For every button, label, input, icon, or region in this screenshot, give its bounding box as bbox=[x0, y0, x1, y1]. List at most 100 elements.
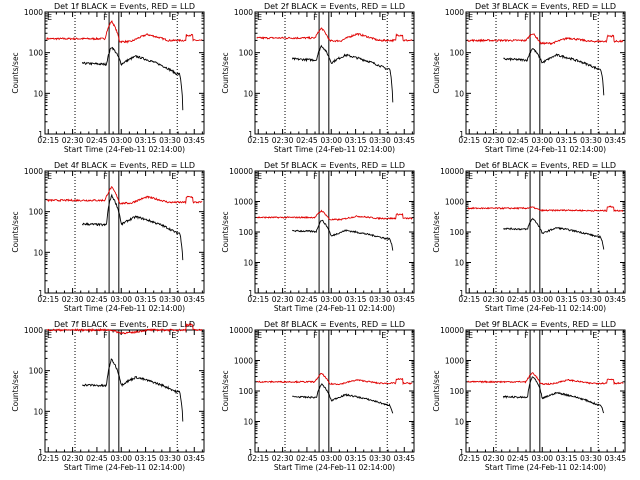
y-axis-label: Counts/sec bbox=[11, 370, 20, 411]
x-axis-label: Start Time (24-Feb-11 02:14:00) bbox=[485, 304, 606, 313]
y-tick-label: 100 bbox=[29, 367, 44, 376]
x-tick-label: 02:45 bbox=[507, 454, 529, 463]
y-axis-label: Counts/sec bbox=[432, 211, 441, 252]
y-tick-label: 1000 bbox=[24, 167, 43, 176]
x-tick-label: 03:15 bbox=[345, 295, 367, 304]
plot-frame bbox=[254, 170, 415, 294]
time-marker-label: E bbox=[592, 172, 597, 181]
x-tick-label: 03:30 bbox=[369, 136, 391, 145]
y-tick-label: 10 bbox=[243, 259, 253, 268]
events-series-line bbox=[502, 376, 605, 414]
x-tick-label: 03:15 bbox=[556, 295, 578, 304]
time-marker-label: E bbox=[468, 13, 473, 22]
x-tick-label: 02:15 bbox=[247, 454, 269, 463]
y-tick-label: 1 bbox=[38, 448, 43, 457]
y-tick-label: 10000 bbox=[440, 167, 464, 176]
y-tick-label: 100 bbox=[239, 228, 254, 237]
x-tick-label: 02:45 bbox=[296, 295, 318, 304]
y-tick-label: 1 bbox=[248, 448, 253, 457]
events-series-line bbox=[82, 358, 184, 422]
detector-panel-2: Det 2f BLACK = Events, RED = LLD 1 10 100 10… bbox=[221, 2, 415, 154]
x-tick-label: 02:30 bbox=[62, 295, 84, 304]
lld-series-line bbox=[467, 33, 624, 46]
detector-panel-1: Det 1f BLACK = Events, RED = LLD 1 10 100 10… bbox=[11, 2, 205, 154]
y-tick-label: 10000 bbox=[229, 326, 253, 335]
detector-panel-4: Det 4f BLACK = Events, RED = LLD 1 10 100 10… bbox=[11, 161, 205, 313]
events-series-line bbox=[291, 44, 394, 103]
plot-frame bbox=[44, 170, 205, 294]
x-axis-label: Start Time (24-Feb-11 02:14:00) bbox=[64, 145, 185, 154]
y-tick-label: 100 bbox=[450, 387, 465, 396]
x-tick-label: 03:45 bbox=[183, 454, 205, 463]
x-tick-label: 02:45 bbox=[86, 454, 108, 463]
y-axis-label: Counts/sec bbox=[221, 211, 230, 252]
y-tick-label: 10 bbox=[33, 89, 43, 98]
x-tick-label: 03:45 bbox=[604, 295, 626, 304]
y-tick-label: 1000 bbox=[234, 198, 253, 207]
time-marker-label: E bbox=[592, 13, 597, 22]
x-tick-label: 02:15 bbox=[37, 136, 59, 145]
x-tick-label: 03:15 bbox=[556, 136, 578, 145]
time-marker-label: E bbox=[47, 331, 52, 340]
time-marker-label: F bbox=[524, 13, 529, 22]
x-tick-label: 02:15 bbox=[247, 295, 269, 304]
plot-frame bbox=[465, 11, 626, 135]
lld-series-line bbox=[256, 27, 413, 43]
x-tick-label: 03:30 bbox=[369, 295, 391, 304]
detector-panel-3: Det 3f BLACK = Events, RED = LLD 1 10 100 10… bbox=[432, 2, 626, 154]
y-tick-label: 10 bbox=[454, 89, 464, 98]
detector-panel-9: Det 9f BLACK = Events, RED = LLD 1 10 100 10… bbox=[432, 320, 626, 472]
y-tick-label: 1000 bbox=[445, 8, 464, 17]
x-axis-label: Start Time (24-Feb-11 02:14:00) bbox=[274, 463, 395, 472]
y-tick-label: 10 bbox=[454, 259, 464, 268]
x-tick-label: 03:30 bbox=[159, 136, 181, 145]
x-tick-label: 03:15 bbox=[135, 136, 157, 145]
x-tick-label: 03:00 bbox=[531, 454, 553, 463]
y-tick-label: 100 bbox=[450, 228, 465, 237]
x-tick-label: 03:45 bbox=[393, 295, 415, 304]
events-series-line bbox=[292, 219, 394, 251]
time-marker-label: F bbox=[524, 172, 529, 181]
x-tick-label: 03:45 bbox=[393, 454, 415, 463]
x-tick-label: 02:15 bbox=[458, 295, 480, 304]
y-tick-label: 10000 bbox=[440, 326, 464, 335]
x-tick-label: 03:15 bbox=[135, 295, 157, 304]
plot-frame bbox=[254, 329, 415, 453]
y-tick-label: 1 bbox=[248, 130, 253, 139]
y-tick-label: 100 bbox=[239, 49, 254, 58]
x-tick-label: 03:00 bbox=[320, 136, 342, 145]
x-tick-label: 03:00 bbox=[110, 454, 132, 463]
y-tick-label: 1000 bbox=[234, 357, 253, 366]
x-tick-label: 03:00 bbox=[320, 295, 342, 304]
time-marker-label: E bbox=[171, 172, 176, 181]
y-axis-label: Counts/sec bbox=[11, 52, 20, 93]
x-tick-label: 03:30 bbox=[159, 454, 181, 463]
time-marker-label: E bbox=[381, 13, 386, 22]
x-tick-label: 02:15 bbox=[458, 136, 480, 145]
y-tick-label: 1 bbox=[38, 289, 43, 298]
time-marker-label: E bbox=[47, 13, 52, 22]
x-tick-label: 03:45 bbox=[604, 136, 626, 145]
x-tick-label: 02:30 bbox=[483, 295, 505, 304]
events-series-line bbox=[292, 383, 394, 414]
x-tick-label: 02:45 bbox=[86, 136, 108, 145]
lld-series-line bbox=[46, 322, 203, 335]
x-tick-label: 02:30 bbox=[62, 136, 84, 145]
time-marker-label: F bbox=[524, 331, 529, 340]
y-axis-label: Counts/sec bbox=[432, 370, 441, 411]
x-tick-label: 02:15 bbox=[37, 454, 59, 463]
y-tick-label: 10000 bbox=[229, 167, 253, 176]
time-marker-label: E bbox=[468, 172, 473, 181]
x-tick-label: 02:30 bbox=[272, 295, 294, 304]
x-tick-label: 02:30 bbox=[483, 454, 505, 463]
x-axis-label: Start Time (24-Feb-11 02:14:00) bbox=[485, 463, 606, 472]
y-tick-label: 1 bbox=[459, 448, 464, 457]
x-tick-label: 02:45 bbox=[86, 295, 108, 304]
y-tick-label: 10 bbox=[243, 418, 253, 427]
x-tick-label: 02:30 bbox=[272, 454, 294, 463]
lld-series-line bbox=[467, 372, 624, 386]
x-tick-label: 03:30 bbox=[159, 295, 181, 304]
x-tick-label: 02:15 bbox=[458, 454, 480, 463]
x-tick-label: 03:30 bbox=[580, 295, 602, 304]
